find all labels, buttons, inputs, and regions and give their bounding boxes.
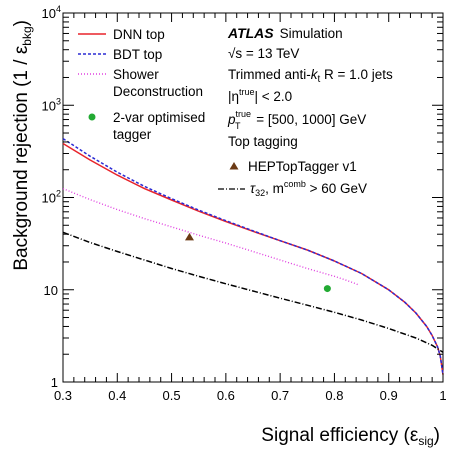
- x-tick-label: 0.5: [163, 388, 181, 403]
- series-line-1: [62, 137, 444, 375]
- data-point-2var-tagger: [323, 285, 331, 293]
- legend-label-2var-line2: tagger: [113, 127, 152, 142]
- x-tick-label: 0.4: [108, 388, 126, 403]
- legend-label-tau: τ32, mcomb > 60 GeV: [250, 179, 367, 198]
- x-tick-label: 0.7: [271, 388, 289, 403]
- legend-label-dnn: DNN top: [113, 27, 165, 42]
- y-tick-label: 1: [51, 375, 58, 390]
- legend-label-bdt: BDT top: [113, 47, 162, 62]
- x-tick-label: 1: [439, 388, 446, 403]
- y-tick-label: 10: [44, 283, 58, 298]
- pt-label: ptrue T = [500, 1000] GeV: [227, 109, 366, 131]
- energy-label: √s = 13 TeV: [228, 46, 299, 61]
- y-axis-title: Background rejection (1 / εbkg): [11, 20, 34, 271]
- info-block: ATLAS Simulation √s = 13 TeV Trimmed anti…: [218, 25, 393, 198]
- x-tick-label: 0.3: [54, 388, 72, 403]
- legend: DNN top BDT top Shower Deconstruction 2-…: [78, 27, 205, 142]
- y-tick-label: 102: [42, 189, 61, 206]
- y-tick-label: 103: [42, 96, 61, 113]
- legend-label-2var-line1: 2-var optimised: [113, 110, 205, 125]
- x-axis-title: Signal efficiency (εsig): [261, 425, 440, 448]
- x-tick-label: 0.8: [325, 388, 343, 403]
- series-line-2: [62, 187, 360, 286]
- atlas-label: ATLAS Simulation: [227, 25, 343, 41]
- x-tick-label: 0.6: [217, 388, 235, 403]
- series-line-0: [62, 142, 444, 375]
- legend-marker-heptop: [229, 162, 239, 170]
- top-tagging-label: Top tagging: [228, 134, 298, 149]
- y-tick-label: 104: [42, 4, 61, 21]
- eta-label: |ηtrue| < 2.0: [228, 87, 292, 104]
- series-line-3: [62, 231, 444, 353]
- jets-label: Trimmed anti-kt R = 1.0 jets: [228, 67, 393, 85]
- legend-marker-2var: [88, 113, 96, 121]
- data-point-heptoptagger: [184, 232, 194, 241]
- legend-label-shower-line1: Shower: [113, 67, 159, 82]
- legend-label-shower-line2: Deconstruction: [113, 84, 203, 99]
- legend-label-heptop: HEPTopTagger v1: [248, 159, 357, 174]
- x-tick-label: 0.9: [380, 388, 398, 403]
